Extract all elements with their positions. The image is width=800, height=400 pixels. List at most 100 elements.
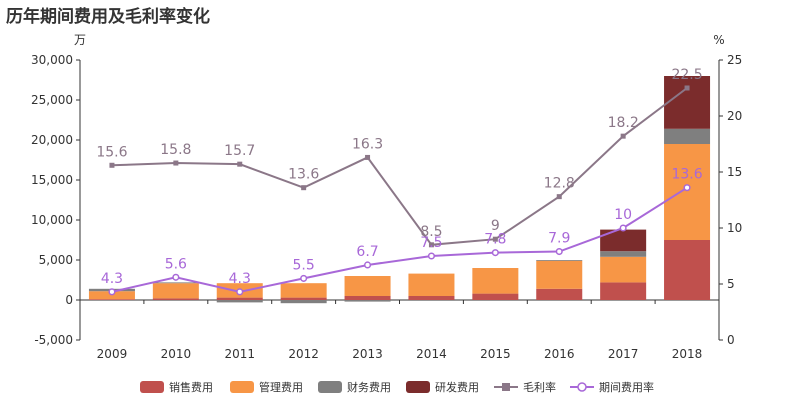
legend-label: 管理费用 xyxy=(259,380,303,394)
y-left-tick-label: 30,000 xyxy=(31,53,73,67)
data-point xyxy=(172,273,180,281)
data-label: 13.6 xyxy=(671,167,702,183)
y-left-unit: 万 xyxy=(74,33,86,47)
legend-label: 研发费用 xyxy=(435,380,479,394)
data-label: 8.5 xyxy=(420,224,442,240)
y-right-tick-label: 20 xyxy=(727,109,742,123)
data-label: 4.3 xyxy=(101,271,123,287)
series-line xyxy=(111,186,688,293)
bar-segment xyxy=(152,298,199,300)
bar-segment xyxy=(536,288,583,300)
legend-swatch xyxy=(140,381,164,393)
bars xyxy=(88,76,711,304)
bar-segment xyxy=(664,76,711,129)
data-point xyxy=(683,184,691,192)
data-label: 7.8 xyxy=(484,232,506,248)
chart-title: 历年期间费用及毛利率变化 xyxy=(6,7,210,27)
y-left-tick-label: 10,000 xyxy=(31,213,73,227)
data-label: 13.6 xyxy=(288,167,319,183)
x-tick-label: 2010 xyxy=(161,347,192,361)
bar-segment xyxy=(280,283,327,298)
bar-segment xyxy=(664,128,711,144)
legend-label: 毛利率 xyxy=(523,380,556,394)
data-point xyxy=(173,160,179,166)
data-label: 10 xyxy=(614,207,632,223)
data-label: 15.8 xyxy=(160,142,191,158)
bar-segment xyxy=(664,144,711,240)
y-left-tick-label: 5,000 xyxy=(39,253,73,267)
bar-segment xyxy=(472,293,519,300)
x-tick-label: 2017 xyxy=(608,347,639,361)
legend-swatch xyxy=(406,381,430,393)
x-tick-label: 2011 xyxy=(224,347,255,361)
bar-segment xyxy=(600,256,647,283)
data-label: 5.5 xyxy=(293,257,315,273)
bar-segment xyxy=(344,276,391,296)
data-label: 18.2 xyxy=(608,115,639,131)
y-left-tick-label: 20,000 xyxy=(31,133,73,147)
y-right-tick-label: 10 xyxy=(727,221,742,235)
bar-segment xyxy=(280,300,327,304)
x-tick-label: 2009 xyxy=(97,347,128,361)
data-label: 12.8 xyxy=(544,176,575,192)
x-tick-label: 2013 xyxy=(352,347,383,361)
series-line xyxy=(111,87,688,246)
bar-segment xyxy=(600,282,647,300)
data-point xyxy=(491,249,499,257)
data-point xyxy=(301,185,307,191)
y-left-tick-label: -5,000 xyxy=(34,333,73,347)
bar-segment xyxy=(344,296,391,300)
data-point xyxy=(236,288,244,296)
data-point xyxy=(237,161,243,167)
data-label: 7.5 xyxy=(420,235,442,251)
bar-segment xyxy=(152,282,199,284)
legend-marker xyxy=(577,382,587,392)
data-point xyxy=(556,194,562,200)
bar-segment xyxy=(152,283,199,299)
legend-swatch xyxy=(230,381,254,393)
bar-segment xyxy=(600,229,647,252)
y-left-tick-label: 15,000 xyxy=(31,173,73,187)
data-label: 7.9 xyxy=(548,231,570,247)
y-right-tick-label: 25 xyxy=(727,53,742,67)
data-point xyxy=(108,288,116,296)
data-label: 9 xyxy=(491,218,500,234)
data-point xyxy=(365,154,371,160)
bar-segment xyxy=(408,300,455,301)
bar-segment xyxy=(280,297,327,300)
data-label: 15.7 xyxy=(224,143,255,159)
y-right-tick-label: 5 xyxy=(727,277,735,291)
legend: 销售费用 管理费用 财务费用 研发费用 毛利率 期间费用率 xyxy=(140,380,654,394)
bar-segment xyxy=(408,273,455,296)
bar-segment xyxy=(664,240,711,300)
data-point xyxy=(109,162,115,168)
bar-segment xyxy=(600,251,647,257)
y-left-tick-label: 0 xyxy=(65,293,73,307)
legend-swatch xyxy=(318,381,342,393)
x-tick-label: 2016 xyxy=(544,347,575,361)
data-point xyxy=(492,236,498,242)
y-right-tick-label: 0 xyxy=(727,333,735,347)
data-point xyxy=(619,224,627,232)
x-tick-label: 2015 xyxy=(480,347,511,361)
bar-segment xyxy=(216,300,263,303)
y-right-tick-label: 15 xyxy=(727,165,742,179)
data-point xyxy=(427,252,436,260)
x-tick-label: 2014 xyxy=(416,347,447,361)
bar-segment xyxy=(88,299,135,300)
bar-segment xyxy=(536,260,583,261)
lines: 15.6 15.8 15.7 13.6 16.3 8.5 9 12.8 18.2 22.5 4.3 5… xyxy=(96,67,703,296)
bar-segment xyxy=(344,300,391,302)
data-point xyxy=(555,247,563,256)
data-label: 4.3 xyxy=(229,271,251,287)
data-label: 5.6 xyxy=(165,256,187,272)
data-label: 16.3 xyxy=(352,136,383,152)
legend-label: 销售费用 xyxy=(169,380,213,394)
data-point xyxy=(684,85,690,91)
data-point xyxy=(428,242,434,248)
bar-segment xyxy=(472,268,519,294)
y-left-tick-label: 25,000 xyxy=(31,93,73,107)
x-tick-label: 2018 xyxy=(672,347,703,361)
data-label: 15.6 xyxy=(96,144,127,160)
